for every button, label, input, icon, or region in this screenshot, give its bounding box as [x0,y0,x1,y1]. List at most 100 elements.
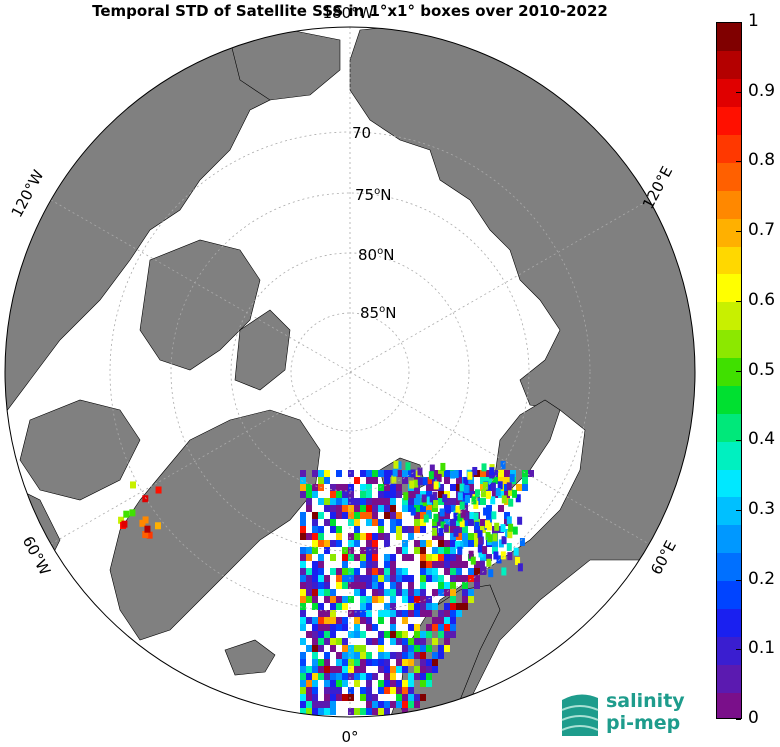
sss-box [396,519,402,526]
sss-box [360,708,366,715]
sss-box [402,575,408,582]
sss-box [438,652,444,659]
sss-box [300,547,306,554]
sss-box [300,596,306,603]
colorbar-tick-label: 0.3 [748,498,776,519]
sss-box [300,638,306,645]
sss-box [324,666,330,673]
sss-box [342,554,348,561]
sss-box [420,554,426,561]
lat-label-75: 75oN [355,186,391,204]
sss-box [473,512,479,521]
sss-box [408,687,414,694]
sss-box [498,539,504,548]
sss-box [492,477,498,484]
sss-box [378,505,384,512]
sss-box [408,701,414,708]
sss-box [121,520,128,528]
sss-box [330,540,336,547]
sss-box [479,560,485,569]
sss-box [366,617,372,624]
sss-box [306,701,312,708]
sss-box [300,484,306,491]
sss-box [366,638,372,645]
sss-box [336,666,342,673]
colorbar-segment [717,469,741,498]
sss-box [342,603,348,610]
sss-box [420,575,426,582]
sss-box [402,610,408,617]
sss-box [336,470,342,477]
sss-box [450,603,456,610]
sss-box [354,659,360,666]
sss-box [372,554,378,561]
sss-box [477,544,483,553]
sss-box [318,512,324,519]
sss-box [318,540,324,547]
sss-box [508,523,514,532]
sss-box [420,568,426,575]
sss-box [492,533,498,542]
sss-box [348,484,354,491]
sss-box [432,638,438,645]
sss-box [348,582,354,589]
sss-box [468,477,474,484]
sss-box [312,617,318,624]
sss-box [455,505,461,514]
sss-box [330,484,336,491]
sss-box [393,460,399,469]
sss-box [457,513,463,522]
sss-box [300,561,306,568]
sss-box [318,575,324,582]
sss-box [450,498,456,505]
sss-box [420,680,426,687]
sss-box [414,631,420,638]
sss-box [474,561,480,568]
sss-box [360,673,366,680]
sss-box [366,708,372,715]
land-iceland [224,639,276,676]
sss-box [438,589,444,596]
sss-box [482,545,488,554]
colorbar-segment [717,636,741,665]
sss-box [478,549,484,558]
sss-box [396,589,402,596]
sss-box [456,533,462,540]
sss-box [390,512,396,519]
sss-box [507,530,513,539]
sss-box [348,694,354,701]
sss-box [439,508,445,517]
sss-box [495,487,501,496]
sss-box [506,543,512,552]
colorbar-segment [717,329,741,359]
sss-box [456,484,462,491]
sss-box [318,610,324,617]
sss-box [414,589,420,596]
sss-box [300,680,306,687]
sss-box [155,486,162,494]
sss-box [300,491,306,498]
sss-box [324,596,330,603]
colorbar-segment [717,23,741,52]
sss-box [432,624,438,631]
sss-box [360,554,366,561]
sss-box [348,470,354,477]
colorbar-segment [717,357,741,386]
sss-box [366,561,372,568]
sss-box [509,474,515,483]
sss-box [450,519,456,526]
colorbar-tick-mark [736,649,741,651]
sss-box [438,470,444,477]
sss-box [433,513,439,522]
sss-box [324,652,330,659]
sss-box [480,526,486,533]
sss-box [456,568,462,575]
sss-box [402,666,408,673]
colorbar-segment [717,524,741,554]
sss-box [372,519,378,526]
sss-box [402,708,408,715]
sss-box [444,470,450,477]
sss-box [462,519,468,526]
sss-box [312,582,318,589]
sss-box [474,575,480,582]
